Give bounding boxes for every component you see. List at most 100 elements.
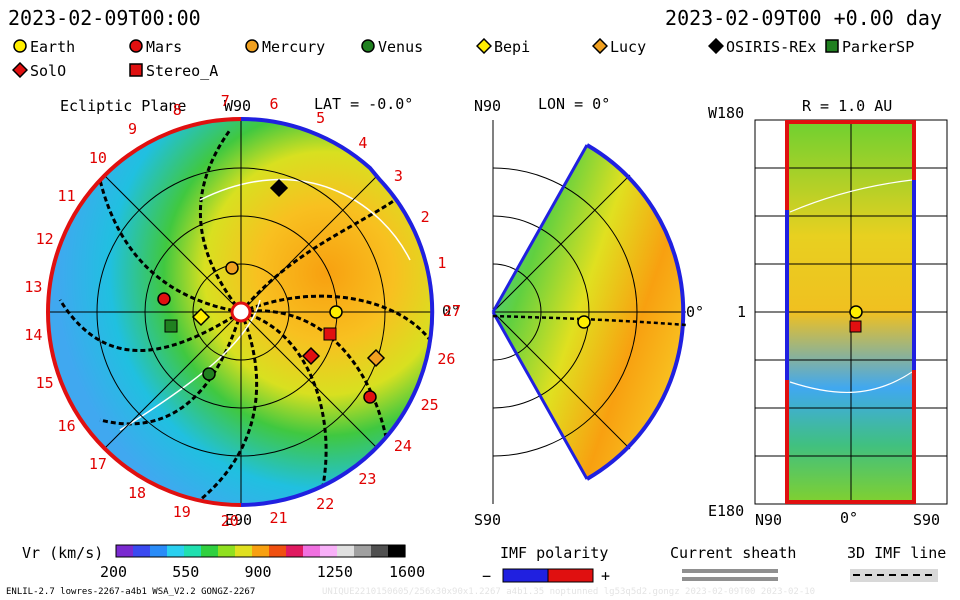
colorbar-tick-label: 1250 <box>316 563 353 581</box>
legend-item-bepi: Bepi <box>475 37 531 56</box>
meridional-panel <box>491 120 687 504</box>
colorbar-segment <box>337 545 355 557</box>
lucy-marker <box>366 348 386 368</box>
sphere-stereo-a-marker <box>849 320 862 333</box>
legend-label: Venus <box>378 38 424 56</box>
legend-item-earth: Earth <box>12 38 75 56</box>
footer-right: UNIQUE2210150605/256x30x90x1.2267 a4b1.3… <box>322 587 816 597</box>
carrington-tick-label: 27 <box>443 302 462 320</box>
ecliptic-bottom-label: E90 <box>225 511 253 529</box>
solo-marker <box>301 346 321 366</box>
carrington-tick-label: 21 <box>269 508 288 527</box>
colorbar-segment <box>184 545 202 557</box>
imf-negative-swatch <box>502 568 549 583</box>
ecliptic-spirals <box>58 129 432 502</box>
legend-label: OSIRIS-REx <box>726 38 817 56</box>
meridional-bottom-label: S90 <box>474 511 502 529</box>
ecliptic-markers <box>157 178 386 404</box>
legend-label: Mercury <box>262 38 326 56</box>
earth-marker <box>329 305 343 319</box>
carrington-tick-label: 11 <box>57 186 76 205</box>
legend-item-stereo-a: Stereo_A <box>128 62 218 80</box>
legend-item-mars: Mars <box>128 38 182 56</box>
datetime-right: 2023-02-09T00 +0.00 day <box>665 6 942 30</box>
carrington-tick-label: 2 <box>420 207 430 226</box>
legend-marker-circle <box>361 39 375 53</box>
colorbar-segment <box>303 545 321 557</box>
colorbar-label: Vr (km/s) <box>22 544 104 562</box>
osiris-rex-marker <box>269 178 289 198</box>
imf-line-label: 3D IMF line <box>847 544 947 562</box>
meridional-earth-marker <box>577 315 591 329</box>
colorbar-tick-label: 1600 <box>389 563 426 581</box>
sphere-x-label-s90: S90 <box>913 511 941 529</box>
carrington-tick-label: 19 <box>172 503 191 522</box>
carrington-tick-label: 26 <box>437 350 456 369</box>
carrington-tick-label: 4 <box>358 133 368 152</box>
legend-marker-circle <box>129 39 143 53</box>
legend-label: SolO <box>30 62 67 80</box>
sphere-x-label-n90: N90 <box>755 511 783 529</box>
ecliptic-lat: LAT = -0.0° <box>314 95 414 113</box>
sphere-panel <box>754 119 948 505</box>
bottom-legend-graphics <box>502 568 938 583</box>
legend-item-solo: SolO <box>11 61 67 80</box>
sphere-mid-left-label: 1 <box>737 303 747 321</box>
imf-plus-label: + <box>601 567 611 585</box>
colorbar-segment <box>218 545 236 557</box>
colorbar-segment <box>388 545 406 557</box>
colorbar-segment <box>371 545 389 557</box>
mars-outer-marker <box>363 390 377 404</box>
legend-item-mercury: Mercury <box>244 38 325 56</box>
legend-label: Bepi <box>494 38 531 56</box>
legend-item-lucy: Lucy <box>591 37 647 56</box>
legend-marker-circle <box>245 39 259 53</box>
legend-marker-diamond <box>475 37 493 55</box>
legend-item-venus: Venus <box>360 38 423 56</box>
bepi-marker <box>191 307 211 327</box>
sphere-earth-marker <box>849 305 863 319</box>
colorbar-segment <box>286 545 304 557</box>
colorbar-tick-label: 200 <box>100 563 128 581</box>
current-sheath-label: Current sheath <box>670 544 797 562</box>
carrington-tick-label: 12 <box>35 230 54 249</box>
carrington-tick-label: 25 <box>420 396 439 415</box>
legend-label: Lucy <box>610 38 647 56</box>
current-sheath-line-2 <box>682 577 778 581</box>
imf-polarity-label: IMF polarity <box>500 544 609 562</box>
legend-label: ParkerSP <box>842 38 915 56</box>
colorbar-segment <box>133 545 151 557</box>
legend-marker-diamond <box>591 37 609 55</box>
imf-positive-swatch <box>547 568 594 583</box>
colorbar-segment <box>167 545 185 557</box>
carrington-tick-label: 10 <box>88 149 107 168</box>
colorbar-segment <box>116 545 134 557</box>
meridional-lon: LON = 0° <box>538 95 611 113</box>
carrington-tick-label: 22 <box>316 494 335 513</box>
colorbar-tick-label: 550 <box>172 563 200 581</box>
sun-marker <box>230 301 252 323</box>
carrington-tick-label: 24 <box>393 436 412 455</box>
legend-marker-diamond <box>707 37 725 55</box>
carrington-tick-label: 1 <box>437 253 447 272</box>
carrington-tick-label: 16 <box>57 417 76 436</box>
colorbar <box>115 544 406 558</box>
carrington-tick-label: 5 <box>316 109 326 128</box>
colorbar-segment <box>354 545 372 557</box>
colorbar-border <box>115 544 406 558</box>
carrington-tick-label: 14 <box>24 326 43 345</box>
meridional-right-label: 0° <box>686 303 705 321</box>
carrington-tick-label: 8 <box>172 100 182 119</box>
legend-marker-circle <box>13 39 27 53</box>
ecliptic-title: Ecliptic Plane <box>60 97 187 115</box>
datetime-left: 2023-02-09T00:00 <box>8 6 201 30</box>
colorbar-segment <box>269 545 287 557</box>
ecliptic-panel <box>45 116 435 507</box>
venus-marker <box>202 367 216 381</box>
parker-sp-marker <box>164 319 178 333</box>
carrington-tick-label: 23 <box>358 470 377 489</box>
colorbar-segment <box>201 545 219 557</box>
carrington-tick-label: 20 <box>220 511 239 530</box>
colorbar-segment <box>252 545 270 557</box>
